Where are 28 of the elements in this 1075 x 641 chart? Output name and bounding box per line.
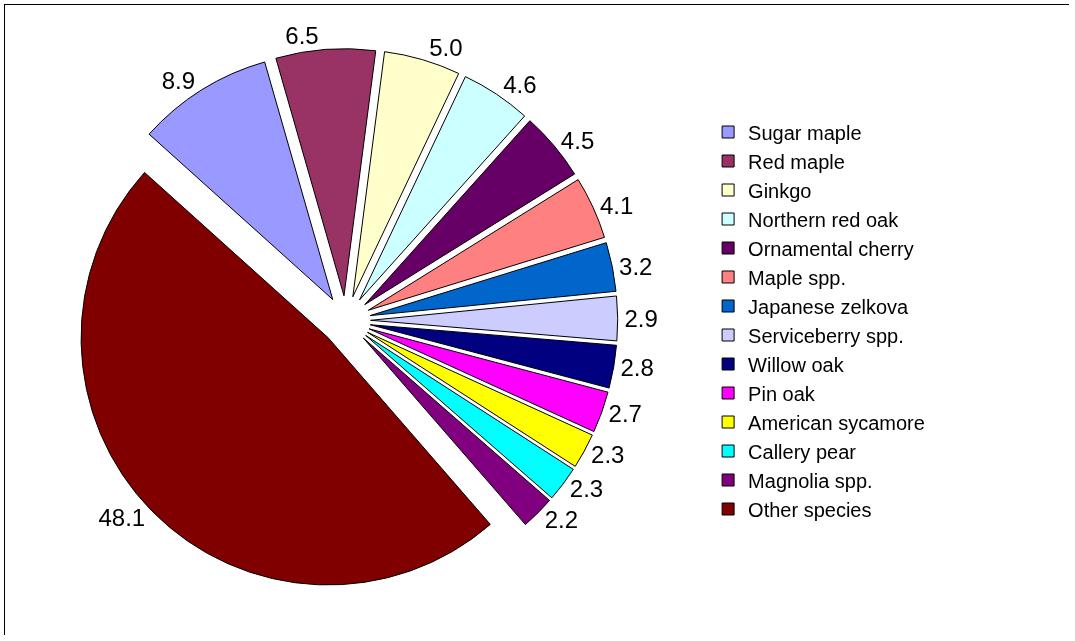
data-label: 2.3 xyxy=(569,475,604,503)
legend-label: Magnolia spp. xyxy=(748,469,873,492)
data-label: 2.7 xyxy=(608,400,642,428)
data-label: 2.9 xyxy=(624,304,658,332)
legend-label: Ornamental cherry xyxy=(748,237,914,260)
data-label: 5.0 xyxy=(429,33,463,61)
data-label: 2.8 xyxy=(620,353,654,381)
legend-label: Pin oak xyxy=(748,382,816,405)
data-label: 8.9 xyxy=(161,66,196,94)
legend-label: Northern red oak xyxy=(748,208,900,231)
data-label: 48.1 xyxy=(98,504,146,532)
data-label: 4.1 xyxy=(599,191,634,219)
legend-label: Ginkgo xyxy=(748,179,812,202)
legend-label: Sugar maple xyxy=(748,121,862,144)
legend-label: Red maple xyxy=(748,150,845,173)
legend-label: Willow oak xyxy=(748,353,845,376)
data-label: 2.2 xyxy=(544,506,579,534)
data-label: 4.5 xyxy=(560,126,595,154)
legend-label: Japanese zelkova xyxy=(748,295,910,318)
data-label: 6.5 xyxy=(285,22,319,50)
data-label: 4.6 xyxy=(503,71,537,99)
legend-label: Serviceberry spp. xyxy=(748,324,904,347)
legend-label: Maple spp. xyxy=(748,266,846,289)
legend-label: American sycamore xyxy=(748,411,925,434)
legend-label: Callery pear xyxy=(748,440,857,463)
data-label: 2.3 xyxy=(591,440,625,468)
legend-label: Other species xyxy=(748,498,872,521)
data-label: 3.2 xyxy=(619,252,653,280)
